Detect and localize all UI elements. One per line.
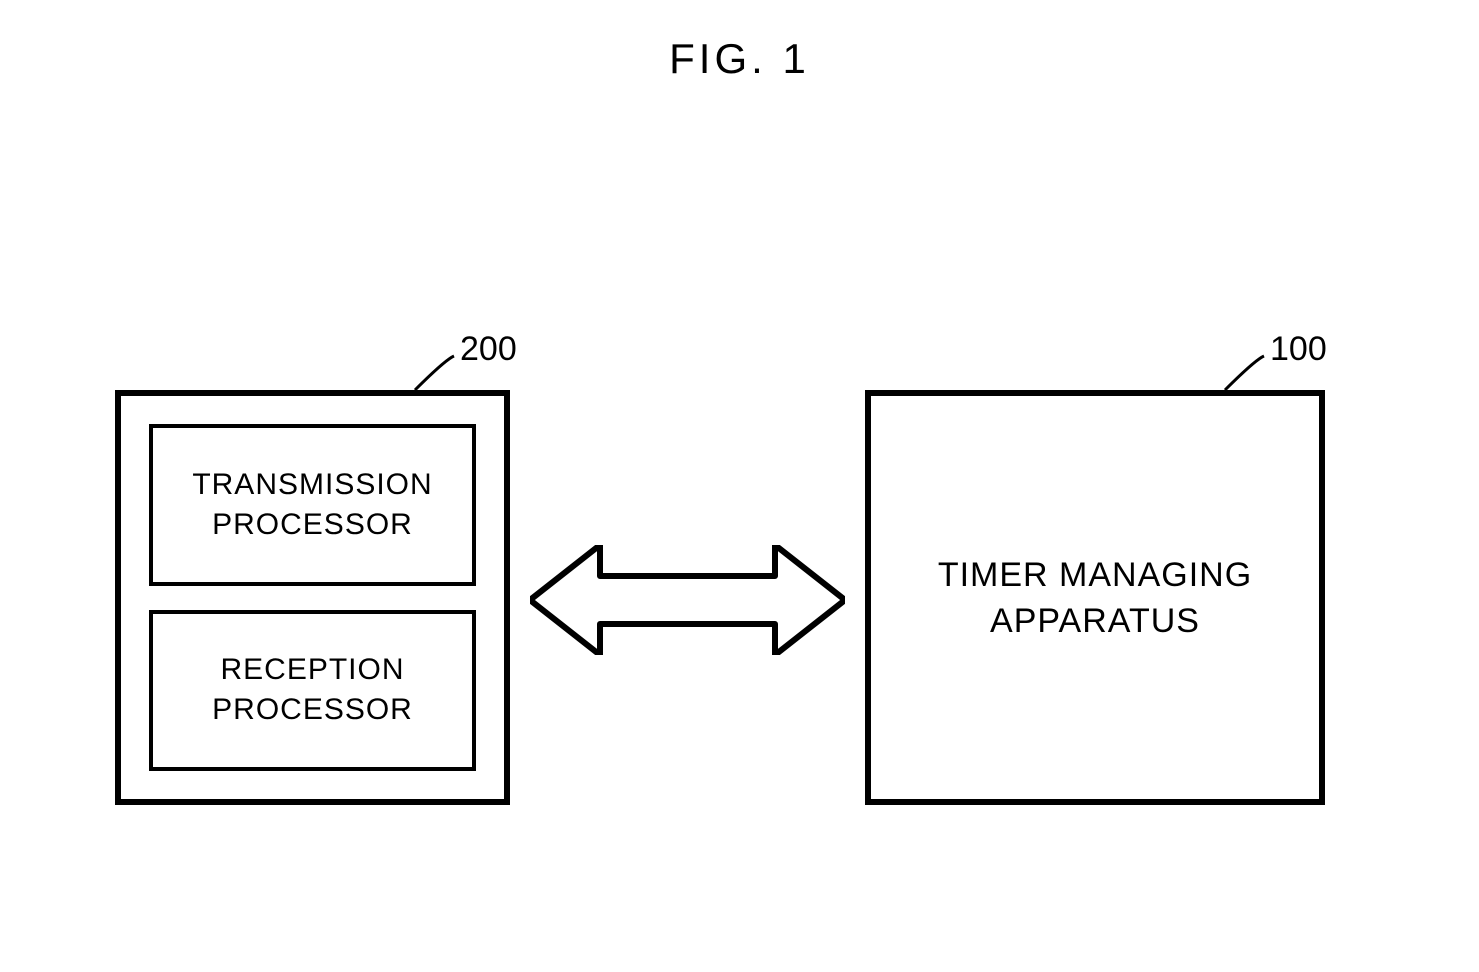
reception-processor-label: RECEPTIONPROCESSOR: [212, 650, 413, 730]
reception-processor-box: RECEPTIONPROCESSOR: [149, 610, 476, 772]
figure-title: FIG. 1: [0, 35, 1479, 83]
timer-managing-apparatus-label: TIMER MANAGINGAPPARATUS: [938, 552, 1252, 644]
transmission-processor-box: TRANSMISSIONPROCESSOR: [149, 424, 476, 586]
figure-canvas: FIG. 1 TRANSMISSIONPROCESSOR RECEPTIONPR…: [0, 0, 1479, 972]
bidirectional-arrow-icon: [530, 545, 845, 655]
ref-label-100: 100: [1270, 330, 1327, 369]
transmission-processor-label: TRANSMISSIONPROCESSOR: [192, 465, 432, 545]
ref-label-200: 200: [460, 330, 517, 369]
right-block: TIMER MANAGINGAPPARATUS: [865, 390, 1325, 805]
left-block: TRANSMISSIONPROCESSOR RECEPTIONPROCESSOR: [115, 390, 510, 805]
